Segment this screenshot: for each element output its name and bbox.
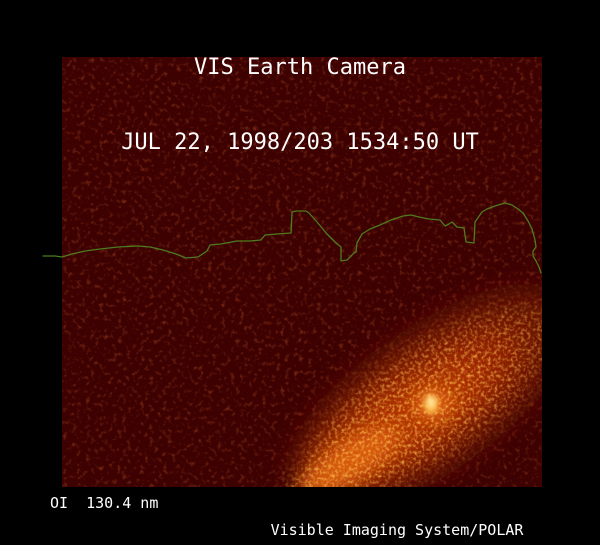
emission-core	[424, 394, 438, 414]
earth-limb-terminator-line	[42, 202, 542, 274]
timestamp: JUL 22, 1998/203 1534:50 UT	[121, 130, 479, 155]
filter-wavelength-label: OI 130.4 nm	[50, 494, 159, 512]
airglow-emission-streak	[62, 57, 542, 487]
streak-noise-texture	[230, 268, 542, 487]
page-title: VIS Earth Camera	[194, 55, 406, 80]
title-block: VIS Earth Camera JUL 22, 1998/203 1534:5…	[0, 5, 600, 205]
credits-block: Visible Imaging System/POLAR The Univers…	[252, 492, 542, 545]
credit-line-1: Visible Imaging System/POLAR	[270, 521, 524, 539]
